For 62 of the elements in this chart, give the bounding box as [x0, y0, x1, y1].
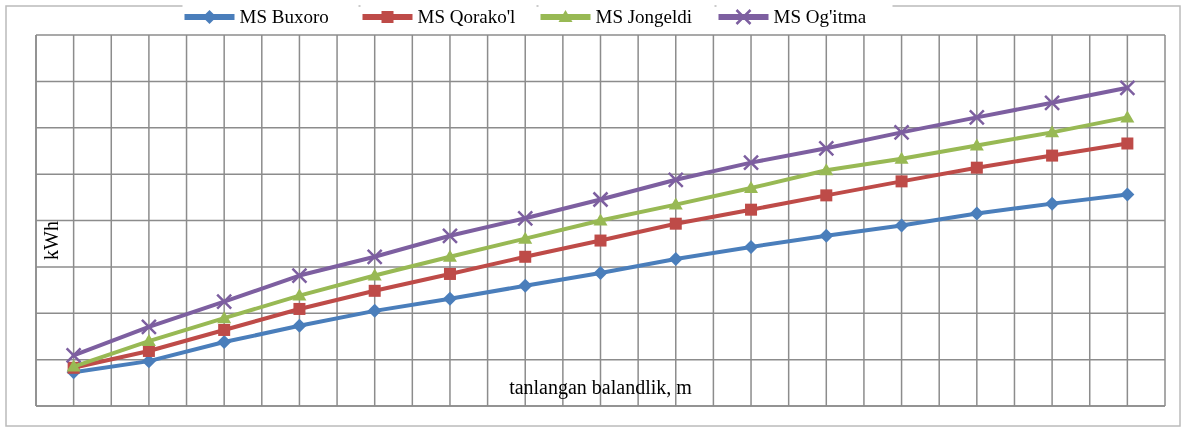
point	[368, 284, 381, 297]
point	[969, 206, 984, 221]
point	[968, 109, 986, 126]
point	[518, 278, 533, 293]
point	[1043, 94, 1061, 112]
point	[441, 227, 459, 245]
point	[217, 335, 232, 350]
point	[443, 267, 456, 280]
point	[1119, 79, 1136, 97]
point	[895, 175, 908, 188]
y-axis-title: kWh	[40, 221, 62, 260]
legend-label: MS Qorako'l	[417, 6, 516, 27]
point	[669, 217, 682, 230]
point	[367, 268, 382, 281]
point	[593, 213, 608, 226]
legend-label: MS Jongeldi	[595, 6, 693, 27]
point	[893, 124, 910, 141]
point	[140, 318, 158, 336]
point	[969, 138, 984, 151]
point	[819, 163, 834, 176]
point	[970, 161, 983, 174]
point	[367, 303, 382, 318]
point	[745, 203, 758, 216]
point	[668, 197, 683, 210]
point	[594, 234, 607, 247]
point	[516, 210, 534, 227]
point	[818, 140, 835, 157]
point	[217, 311, 232, 324]
point	[744, 181, 759, 194]
x-axis-title: tanlangan balandlik, m	[509, 376, 693, 399]
point	[518, 231, 533, 244]
point	[1046, 149, 1059, 162]
point	[291, 267, 308, 284]
point	[1120, 110, 1135, 123]
point	[293, 302, 306, 315]
point	[141, 334, 156, 347]
point	[894, 151, 909, 164]
point	[593, 266, 608, 280]
point	[366, 248, 383, 266]
point	[668, 252, 683, 266]
point	[819, 228, 834, 243]
point	[1121, 137, 1134, 150]
point	[667, 171, 685, 189]
point	[1120, 187, 1135, 202]
point	[292, 288, 307, 301]
point	[141, 354, 156, 369]
legend-label: MS Og'itma	[773, 6, 867, 27]
point	[442, 249, 457, 262]
point	[744, 239, 759, 254]
point	[1045, 196, 1060, 211]
point	[742, 154, 760, 171]
point	[215, 293, 233, 310]
point	[894, 218, 909, 233]
point	[65, 347, 82, 364]
point	[519, 250, 532, 263]
point	[820, 189, 833, 202]
legend-label: MS Buxoro	[239, 6, 329, 27]
point	[218, 323, 231, 336]
point	[442, 291, 457, 306]
point	[1045, 125, 1060, 138]
point	[292, 318, 307, 333]
point	[592, 191, 609, 208]
